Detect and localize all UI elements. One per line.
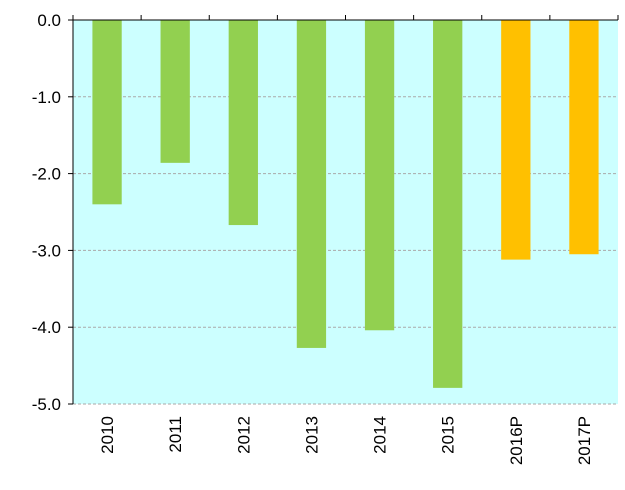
plot-area (73, 20, 618, 404)
x-tick-label: 2016P (507, 416, 526, 465)
bar (364, 20, 395, 331)
bar (92, 20, 122, 205)
x-tick-label: 2011 (166, 416, 185, 453)
bar (160, 20, 190, 163)
bar (228, 20, 258, 226)
x-tick-label: 2010 (98, 416, 117, 454)
y-tick-label: 0.0 (37, 11, 61, 30)
bar (569, 20, 599, 255)
y-tick-label: -4.0 (32, 318, 61, 337)
x-tick-label: 2017P (575, 416, 594, 465)
y-tick-label: -2.0 (32, 165, 61, 184)
x-tick-label: 2013 (302, 416, 321, 454)
y-tick-label: -5.0 (32, 395, 61, 414)
bar (501, 20, 531, 260)
bar (296, 20, 327, 348)
y-tick-label: -1.0 (32, 88, 61, 107)
x-tick-label: 2015 (439, 416, 458, 454)
bar (433, 20, 463, 388)
x-tick-label: 2012 (234, 416, 253, 454)
y-tick-label: -3.0 (32, 241, 61, 260)
x-tick-label: 2014 (371, 416, 390, 454)
